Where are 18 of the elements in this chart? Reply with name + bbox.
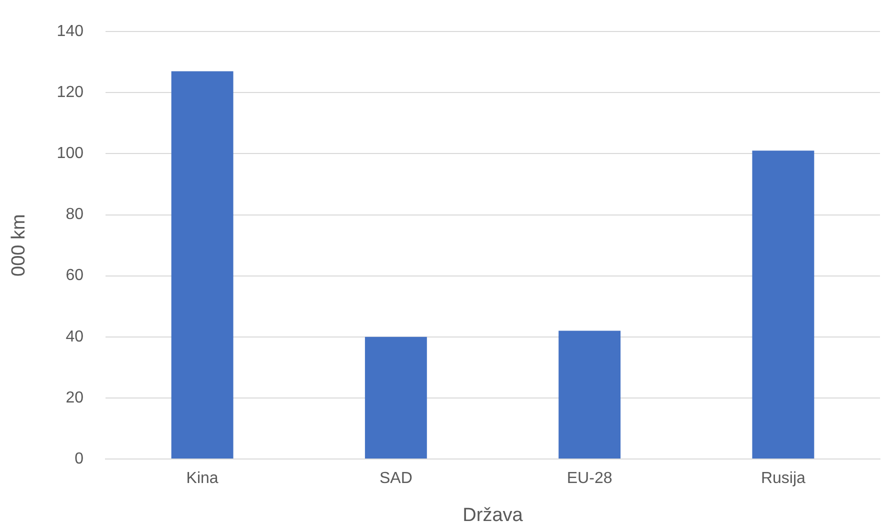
y-tick-label: 0 — [74, 450, 84, 468]
x-tick-label: EU-28 — [566, 470, 612, 488]
y-tick-label: 140 — [56, 23, 84, 40]
x-tick-label: Kina — [186, 470, 218, 488]
y-tick-label: 100 — [56, 145, 84, 162]
y-tick-label: 20 — [66, 389, 84, 406]
y-axis-title: 000 km — [8, 214, 30, 276]
bar — [558, 330, 621, 458]
bar — [752, 150, 814, 458]
y-tick-label: 80 — [66, 206, 84, 224]
bar — [171, 71, 234, 458]
y-tick-label: 40 — [66, 328, 84, 346]
bar — [364, 336, 427, 458]
y-tick-label: 120 — [56, 84, 84, 102]
x-axis-title: Država — [462, 504, 524, 526]
y-tick-label: 60 — [66, 267, 84, 284]
x-tick-label: Rusija — [760, 470, 806, 488]
x-tick-label: SAD — [379, 470, 412, 488]
